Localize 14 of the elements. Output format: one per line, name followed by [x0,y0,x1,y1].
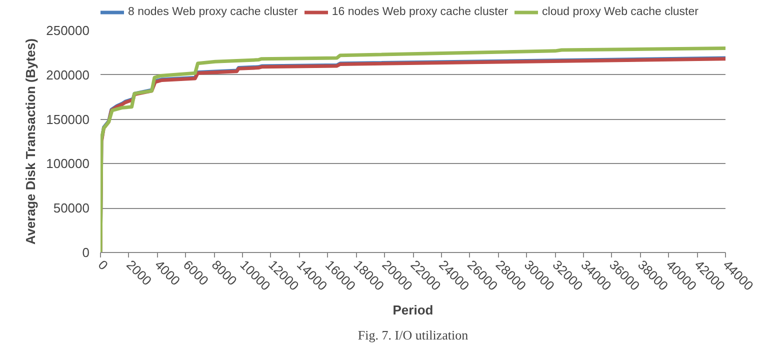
y-tick-label: 200000 [46,67,90,82]
legend-label: 8 nodes Web proxy cache cluster [128,6,298,18]
y-axis-title: Average Disk Transaction (Bytes) [23,38,38,245]
y-tick-label: 50000 [53,200,90,216]
x-tick-label: 0 [95,257,111,273]
y-tick-label: 250000 [46,23,90,38]
y-tick-label: 0 [82,245,90,260]
legend-label: 16 nodes Web proxy cache cluster [332,6,508,18]
caption: Fig. 7. I/O utilization [358,328,469,342]
y-tick-label: 100000 [46,156,90,172]
x-axis-title: Period [392,302,434,318]
legend-label: cloud proxy Web cache cluster [542,6,698,18]
y-tick-label: 150000 [46,112,90,127]
x-tick-label: 4000 [152,257,184,288]
